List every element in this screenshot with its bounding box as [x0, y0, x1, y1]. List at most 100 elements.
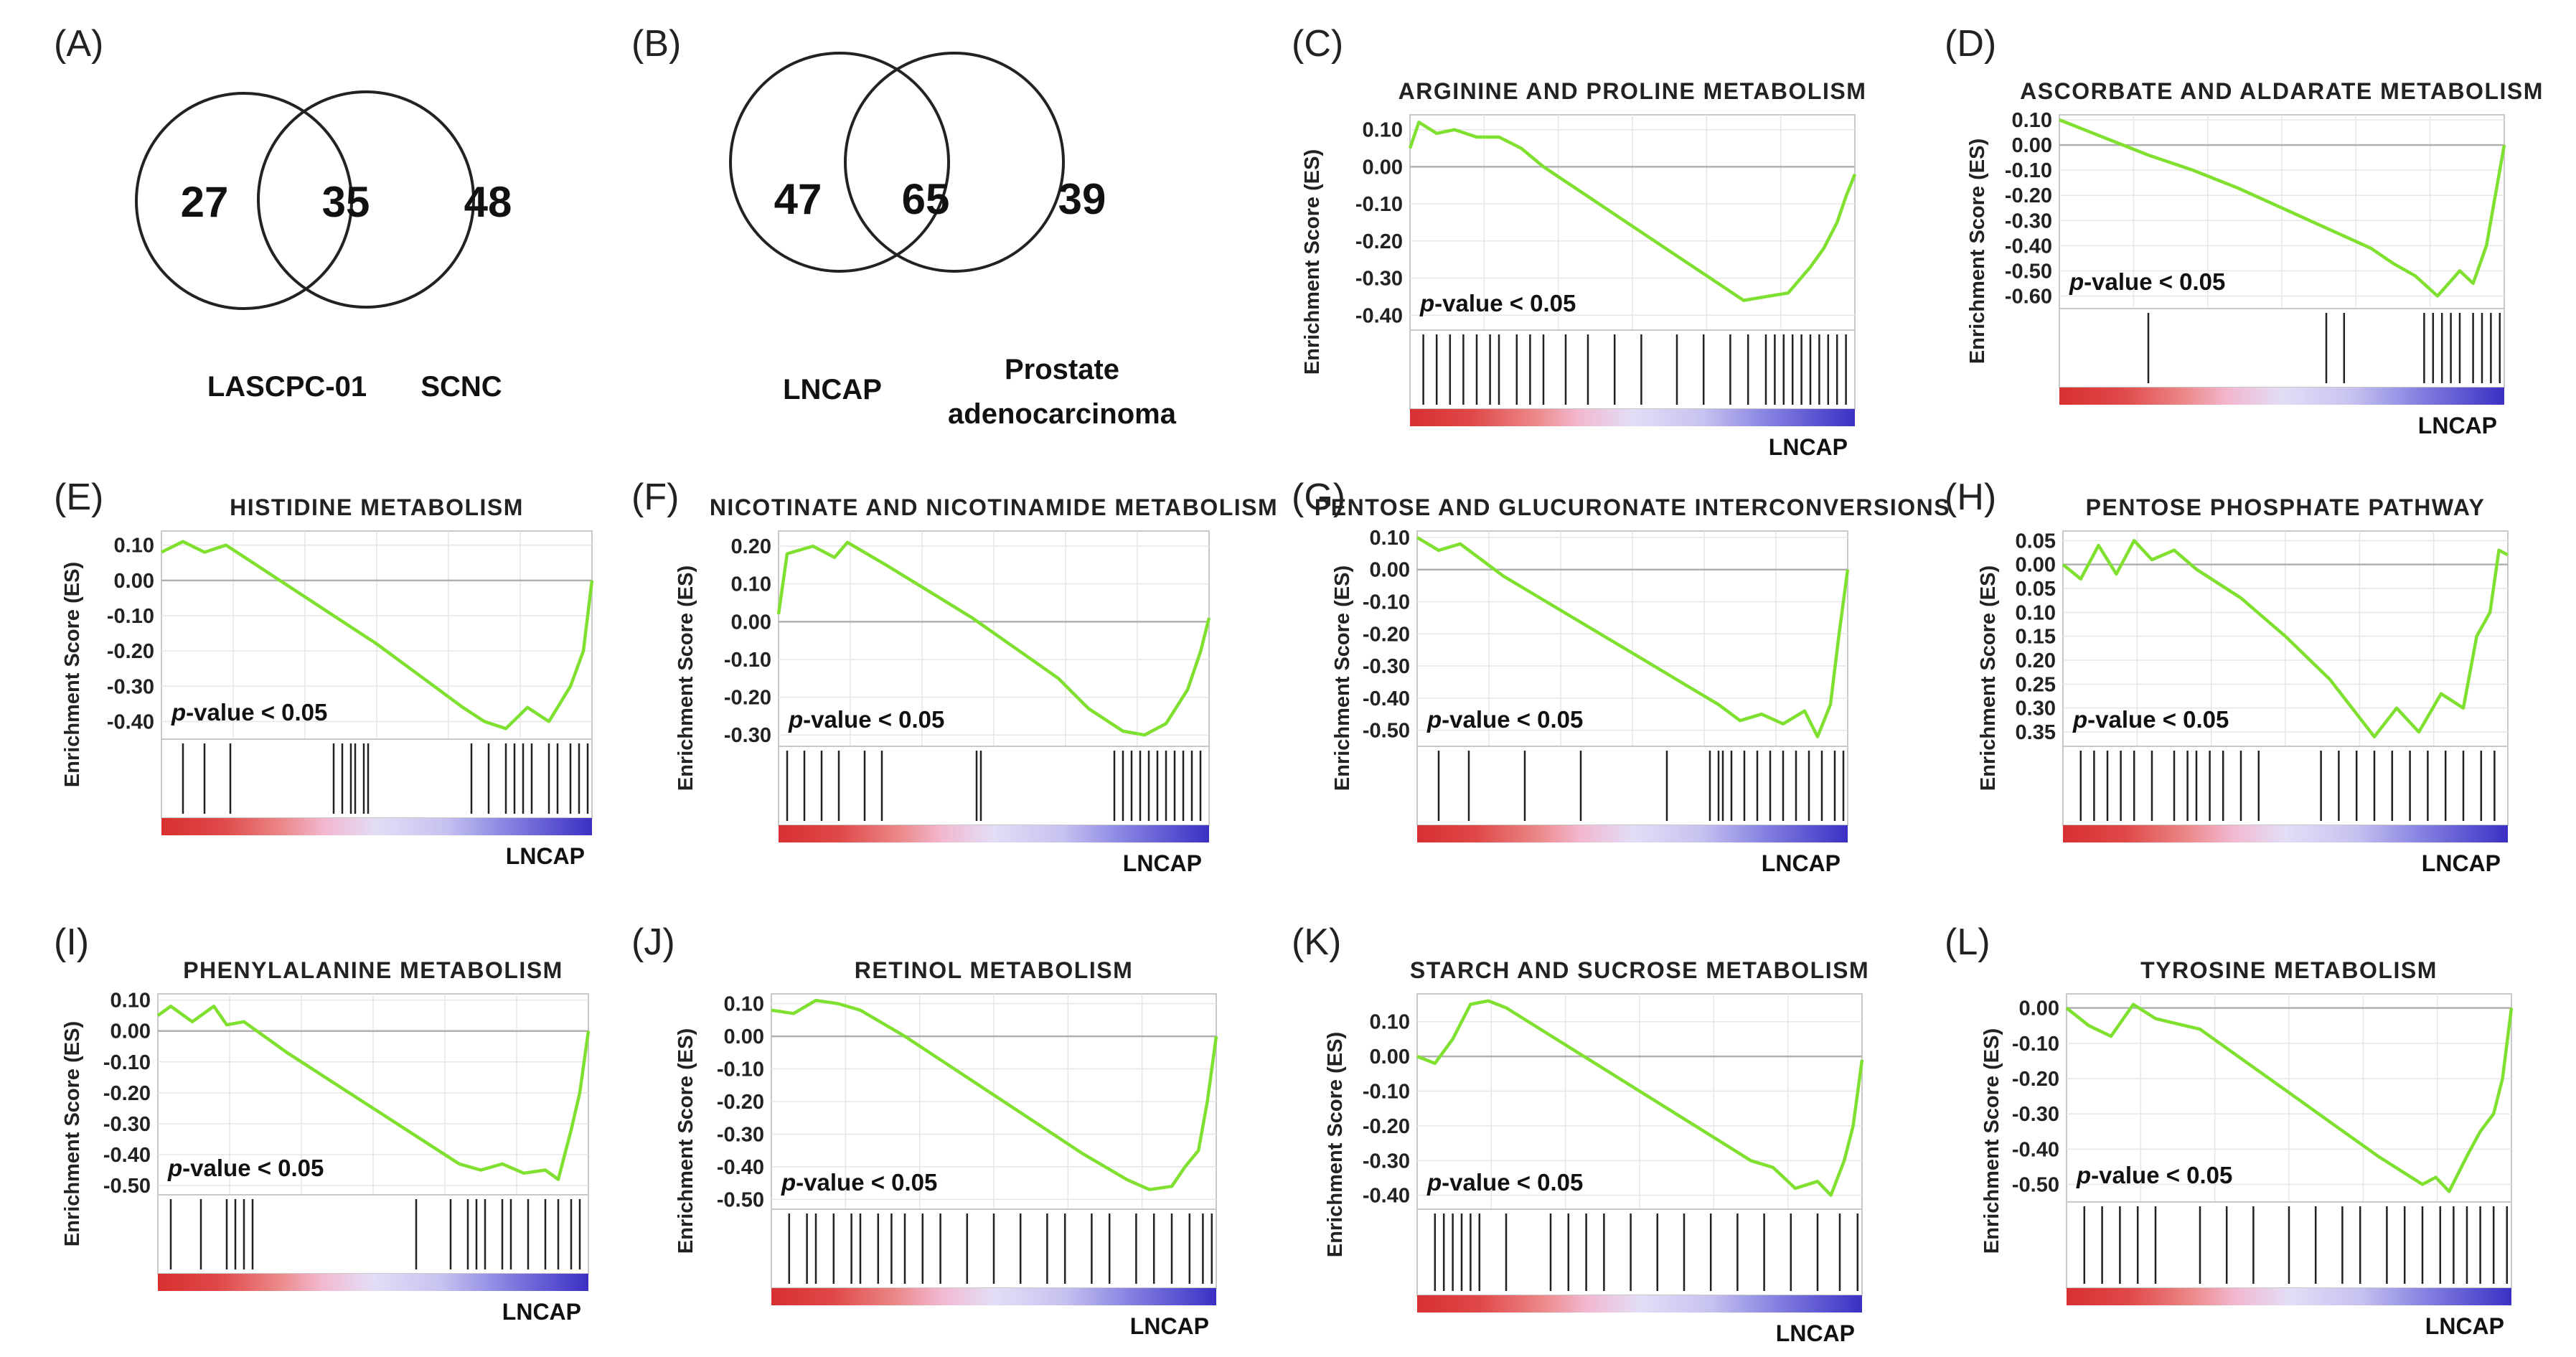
y-tick-label: -0.10: [2012, 1033, 2059, 1056]
x-axis-label: LNCAP: [2422, 850, 2501, 876]
p-value-label: p-value < 0.05: [1426, 706, 1583, 733]
p-value-label: p-value < 0.05: [171, 699, 327, 726]
panel-label-h: (H): [1945, 476, 1996, 518]
x-axis-label: LNCAP: [1130, 1313, 1209, 1339]
y-tick-label: -0.40: [103, 1144, 151, 1167]
y-tick-label: 0.10: [1370, 527, 1410, 550]
venn-a-overlap-count: 35: [322, 178, 370, 226]
y-tick-label: -0.30: [1363, 655, 1410, 678]
y-tick-label: -0.40: [1363, 687, 1410, 710]
panel-label-i: (I): [54, 921, 89, 963]
venn-a-left-count: 27: [181, 178, 229, 226]
ranking-bar: [2063, 825, 2508, 842]
y-tick-label: 0.00: [2019, 997, 2059, 1020]
ranking-bar: [161, 818, 592, 835]
y-tick-label: -0.30: [107, 675, 154, 698]
gsea-panels: (C)ARGININE AND PROLINE METABOLISM0.100.…: [54, 23, 2542, 1346]
x-axis-label: LNCAP: [506, 843, 585, 869]
y-tick-label: -0.30: [1363, 1150, 1410, 1173]
chart-title: PENTOSE PHOSPHATE PATHWAY: [2086, 494, 2486, 520]
y-tick-label: 0.10: [731, 573, 771, 596]
enrichment-curve: [2062, 539, 2509, 738]
venn-b-right-count: 39: [1058, 175, 1106, 223]
enrichment-curve: [776, 540, 1211, 737]
x-axis-label: LNCAP: [2418, 413, 2497, 438]
y-axis-label: Enrichment Score (ES): [61, 562, 84, 787]
venn-b-left-name: LNCAP: [783, 374, 882, 405]
y-axis-label: Enrichment Score (ES): [674, 565, 697, 791]
y-axis-label: Enrichment Score (ES): [1324, 1032, 1347, 1257]
panel-label-d: (D): [1945, 23, 1996, 65]
p-value-label: p-value < 0.05: [167, 1155, 324, 1181]
hit-area: [1416, 746, 1848, 826]
chart-title: NICOTINATE AND NICOTINAMIDE METABOLISM: [710, 494, 1278, 520]
y-tick-label: 0.10: [114, 535, 154, 558]
enrichment-curve: [771, 998, 1218, 1191]
chart-title: PHENYLALANINE METABOLISM: [183, 957, 563, 983]
y-tick-label: 0.10: [2016, 601, 2056, 624]
y-tick-label: -0.20: [2012, 1068, 2059, 1091]
ranking-bar: [2067, 1288, 2511, 1305]
y-tick-label: 0.00: [724, 1025, 764, 1048]
y-tick-label: -0.20: [1355, 230, 1403, 253]
enrichment-curve: [1408, 121, 1857, 302]
hit-area: [778, 746, 1210, 826]
y-tick-label: -0.50: [2012, 1173, 2059, 1196]
y-axis-label: Enrichment Score (ES): [1977, 565, 2000, 791]
gsea-panel-i: (I) PHENYLALANINE METABOLISM 0.10 0.00 -0.10…: [54, 921, 591, 1325]
y-tick-label: 0.00: [111, 1020, 151, 1043]
enrichment-curve: [156, 1004, 591, 1181]
hit-area: [1416, 1208, 1863, 1296]
gsea-panel-l: (L) TYROSINE METABOLISM 0.00 -0.10 -0.20 -0.3…: [1945, 921, 2514, 1339]
y-tick-label: -0.40: [2005, 235, 2052, 258]
gsea-panel-f: (F) NICOTINATE AND NICOTINAMIDE METABOLIS…: [631, 476, 1278, 876]
enrichment-curve: [2065, 1003, 2514, 1193]
y-axis-label: Enrichment Score (ES): [1331, 565, 1354, 791]
hit-area: [2059, 308, 2505, 388]
chart-title: HISTIDINE METABOLISM: [230, 494, 524, 520]
y-tick-label: 0.00: [1363, 156, 1403, 179]
gsea-panel-k: (K) STARCH AND SUCROSE METABOLISM 0.10 0.00…: [1292, 921, 1868, 1346]
y-tick-label: 0.35: [2016, 721, 2056, 744]
y-tick-label: -0.50: [717, 1188, 764, 1211]
enrichment-curve: [161, 540, 594, 731]
gsea-panel-c: (C) ARGININE AND PROLINE METABOLISM 0.10 0.…: [1292, 23, 1866, 460]
y-tick-label: 0.10: [111, 990, 151, 1013]
venn-b-right-name-line1: Prostate: [1005, 354, 1119, 385]
panel-label-k: (K): [1292, 921, 1341, 963]
y-tick-label: -0.60: [2005, 285, 2052, 308]
hit-area: [2062, 746, 2509, 826]
ranking-bar: [779, 825, 1209, 842]
p-value-label: p-value < 0.05: [2072, 706, 2229, 733]
y-tick-label: -0.10: [1363, 1080, 1410, 1103]
panel-label-e: (E): [54, 476, 103, 518]
y-tick-label: 0.15: [2016, 626, 2056, 649]
venn-a-right-count: 48: [464, 178, 512, 226]
y-tick-label: -0.20: [724, 687, 771, 710]
panel-label-b: (B): [631, 23, 681, 65]
y-tick-label: 0.00: [114, 570, 154, 593]
y-tick-label: -0.50: [1363, 720, 1410, 743]
y-tick-label: -0.40: [2012, 1138, 2059, 1161]
venn-a-left-circle: [135, 92, 353, 310]
y-tick-label: -0.20: [2005, 184, 2052, 207]
panel-label-j: (J): [631, 921, 675, 963]
chart-title: ARGININE AND PROLINE METABOLISM: [1399, 78, 1867, 104]
y-tick-label: -0.40: [1355, 304, 1403, 327]
venn-b-left-count: 47: [774, 175, 822, 223]
y-axis-label: Enrichment Score (ES): [674, 1028, 697, 1254]
y-tick-label: -0.10: [717, 1058, 764, 1081]
chart-title: PENTOSE AND GLUCURONATE INTERCONVERSIONS: [1315, 494, 1950, 520]
y-tick-label: -0.10: [103, 1051, 151, 1074]
panel-label-f: (F): [631, 476, 679, 518]
y-tick-label: -0.30: [103, 1113, 151, 1136]
x-axis-label: LNCAP: [1123, 850, 1202, 876]
y-tick-label: 0.30: [2016, 698, 2056, 720]
enrichment-curve: [1416, 999, 1864, 1197]
panel-label-c: (C): [1292, 23, 1343, 65]
y-tick-label: -0.10: [1363, 591, 1410, 614]
ranking-bar: [158, 1274, 588, 1291]
y-tick-label: 0.25: [2016, 673, 2056, 696]
y-tick-label: -0.50: [2005, 260, 2052, 283]
